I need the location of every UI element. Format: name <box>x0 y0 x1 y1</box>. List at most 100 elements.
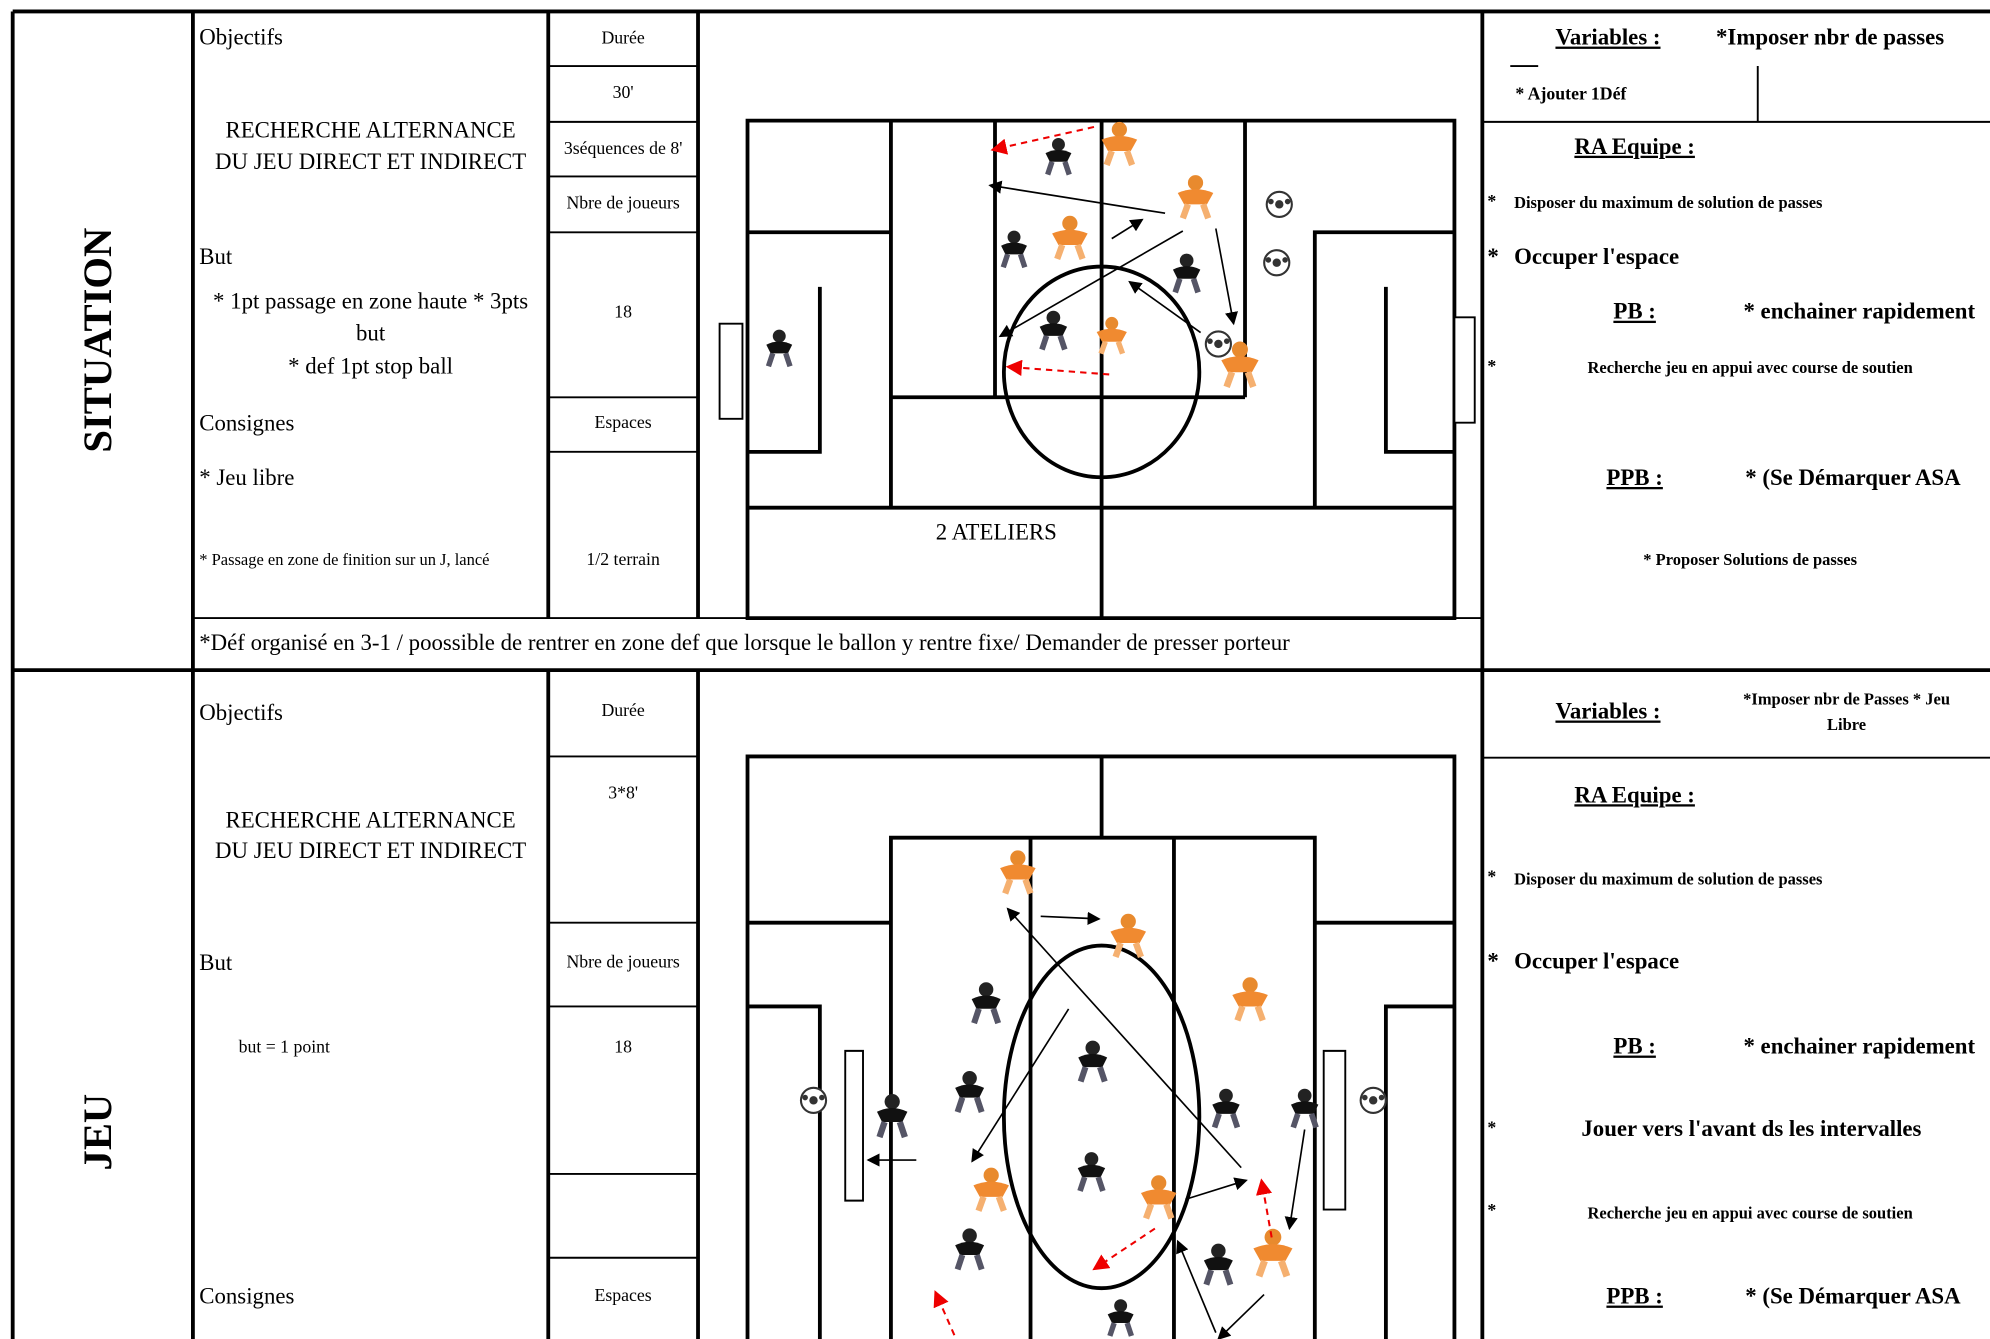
shape <box>1111 218 1144 240</box>
label: Variables : <box>1555 699 1660 724</box>
objective-item: Occuper l'espace <box>1514 244 1679 269</box>
grid-lines <box>10 9 1990 1339</box>
value: 30' <box>613 82 634 102</box>
shape <box>1185 1177 1248 1201</box>
label: Objectifs <box>199 700 283 725</box>
icon <box>972 982 1001 1023</box>
label: PB : <box>1613 1034 1655 1059</box>
sub-problem: * (Se Démarquer ASA <box>1745 1284 1961 1309</box>
shape <box>745 118 1457 621</box>
shape <box>1001 943 1202 1291</box>
icon <box>1212 1089 1239 1128</box>
value: 18 <box>614 1036 632 1056</box>
sub-problem-item: * Proposer Solutions de passes <box>1643 550 1857 569</box>
bullet: * <box>1487 356 1496 376</box>
label: Nbre de joueurs <box>566 951 679 971</box>
icon <box>1232 977 1268 1020</box>
label: Durée <box>601 27 644 47</box>
label: Nbre de joueurs <box>566 192 679 212</box>
icon <box>1173 254 1200 293</box>
label: PPB : <box>1606 465 1662 490</box>
problem-item: Recherche jeu en appui avec course de so… <box>1588 1203 1913 1222</box>
shape <box>1092 1227 1156 1271</box>
icon <box>1052 216 1088 259</box>
bullet: * <box>1487 191 1496 211</box>
value: 3*8' <box>608 783 638 803</box>
shape <box>933 1290 956 1336</box>
icon <box>1078 1041 1107 1082</box>
variable: Libre <box>1827 715 1866 734</box>
bullet: * <box>1487 1200 1496 1220</box>
rule: * 1pt passage en zone haute * 3pts <box>213 289 528 314</box>
sub-problem: * (Se Démarquer ASA <box>1745 465 1961 490</box>
icon <box>1046 138 1072 175</box>
shape <box>1176 1239 1217 1333</box>
objective: RECHERCHE ALTERNANCE <box>225 117 515 142</box>
shape <box>990 125 1095 155</box>
instruction: * Passage en zone de finition sur un J, … <box>199 550 489 569</box>
shape <box>1006 907 1242 1169</box>
label: PPB : <box>1606 1284 1662 1309</box>
shape <box>1217 1293 1265 1339</box>
section-label: SITUATION <box>75 228 120 453</box>
instruction: * Jeu libre <box>199 465 294 490</box>
icon <box>1078 1152 1105 1191</box>
icon <box>1108 1299 1134 1336</box>
icon <box>1204 330 1233 358</box>
label: Consignes <box>199 1284 294 1309</box>
shape <box>1284 1129 1306 1231</box>
objective: RECHERCHE ALTERNANCE <box>225 808 515 833</box>
icon <box>1253 1229 1292 1276</box>
problem-item: Recherche jeu en appui avec course de so… <box>1588 358 1913 377</box>
label: RA Equipe : <box>1574 782 1695 807</box>
objective-item: Disposer du maximum de solution de passe… <box>1514 870 1823 889</box>
label: Espaces <box>595 1285 652 1305</box>
shape <box>998 230 1184 338</box>
label: Espaces <box>595 412 652 432</box>
bullet: * <box>1487 244 1498 269</box>
label: Variables : <box>1555 25 1660 50</box>
bullet: * <box>1487 949 1498 974</box>
shape <box>192 65 1990 1259</box>
icon <box>955 1228 984 1269</box>
label: PB : <box>1613 299 1655 324</box>
shape <box>1005 359 1110 376</box>
shape <box>718 316 1476 424</box>
label: RA Equipe : <box>1574 134 1695 159</box>
icon <box>955 1071 984 1112</box>
icon <box>1359 1086 1388 1115</box>
icon <box>1178 175 1214 218</box>
shape <box>10 9 1990 1339</box>
bullet: * <box>1487 1118 1496 1138</box>
variable: * Ajouter 1Déf <box>1515 83 1627 103</box>
objective: DU JEU DIRECT ET INDIRECT <box>215 149 526 174</box>
icon <box>973 1168 1009 1211</box>
shape <box>971 1008 1070 1163</box>
icon <box>1001 231 1027 268</box>
variable: *Imposer nbr de Passes * Jeu <box>1743 689 1950 708</box>
shape <box>988 180 1166 215</box>
bullet: * <box>1487 866 1496 886</box>
label: But <box>199 244 233 269</box>
label: But <box>199 950 233 975</box>
rule: but = 1 point <box>239 1036 330 1056</box>
shape <box>1001 264 1202 480</box>
shape <box>844 1049 1347 1211</box>
icon <box>799 1086 828 1115</box>
value: 1/2 terrain <box>586 549 660 569</box>
value: 18 <box>614 302 632 322</box>
icon <box>766 330 792 367</box>
objective-item: Occuper l'espace <box>1514 949 1679 974</box>
icon <box>1102 122 1138 165</box>
diagram-label: 2 ATELIERS <box>936 520 1057 545</box>
label: Durée <box>601 700 644 720</box>
label: Consignes <box>199 410 294 435</box>
objective-item: Disposer du maximum de solution de passe… <box>1514 193 1823 212</box>
shape <box>1215 228 1238 326</box>
section-label: JEU <box>75 1094 120 1171</box>
icon <box>1141 1175 1177 1218</box>
problem-item: Jouer vers l'avant ds les intervalles <box>1581 1116 1921 1141</box>
icon <box>1204 1244 1233 1285</box>
